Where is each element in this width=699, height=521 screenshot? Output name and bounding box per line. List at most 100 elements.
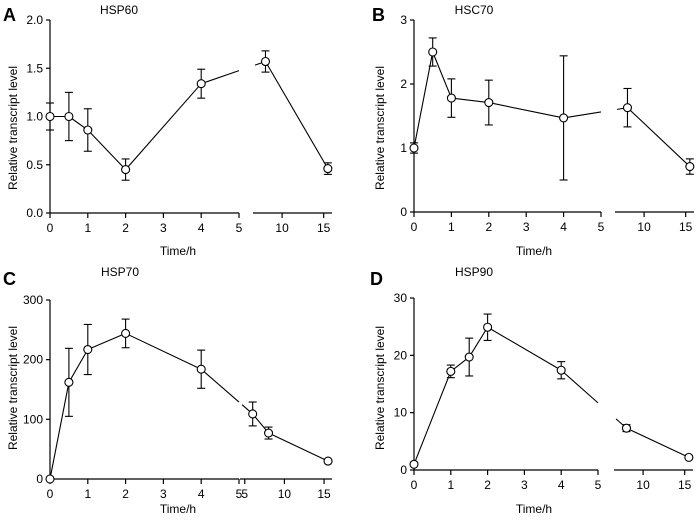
- panel-c-series-line: [268, 432, 329, 462]
- panel-c-x-tick-label: 3: [160, 487, 167, 501]
- panel-d: D HSP90 0 10 20 30 Relative transcript level 0 1…: [370, 265, 694, 516]
- panel-a-y-tick-label: 1.0: [26, 110, 43, 124]
- panel-b-data-point: [409, 143, 419, 153]
- panel-c-y-tick-label: 200: [23, 353, 43, 367]
- panel-b-x-tick-label: 15: [679, 220, 693, 234]
- panel-b-data-point: [446, 93, 456, 103]
- panel-b: B HSC70 0 1 2 3 Relative transcript level 0 1 2 3 4…: [372, 3, 695, 258]
- panel-d-data-point: [621, 423, 632, 433]
- panel-b-series-line: [627, 107, 691, 167]
- panel-d-y-label: Relative transcript level: [373, 326, 387, 450]
- panel-c-x-tick-label: 10: [278, 487, 292, 501]
- panel-b-y-tick-label: 3: [400, 13, 407, 27]
- panel-b-series-line: [563, 111, 602, 119]
- panel-b-data-point: [685, 162, 695, 172]
- panel-b-x-tick-label: 1: [448, 220, 455, 234]
- panel-b-letter: B: [372, 5, 385, 25]
- panel-a-data-point: [64, 111, 74, 122]
- panel-d-x-tick-label: 2: [484, 478, 491, 492]
- panel-b-y-tick-label: 1: [400, 141, 407, 155]
- panel-b-x-tick-label: 0: [411, 220, 418, 234]
- panel-d-data-point: [446, 366, 456, 376]
- panel-b-y-tick-label: 0: [400, 205, 407, 219]
- panel-a-x-tick-label: 15: [317, 221, 331, 235]
- panel-a-x-tick-label: 10: [275, 221, 289, 235]
- panel-c-y-tick-label: 0: [36, 472, 43, 486]
- panel-c-x-tick-label: 1: [84, 487, 91, 501]
- panel-a-data-point: [196, 79, 206, 89]
- panel-d-y-tick-label: 10: [394, 406, 408, 420]
- panel-c-data-point: [64, 377, 74, 387]
- panel-d-series-line: [560, 369, 599, 404]
- panel-c-y-tick-label: 300: [23, 293, 43, 307]
- panel-b-data-point: [622, 103, 633, 113]
- panel-c-series-line: [49, 382, 70, 480]
- panel-a-x-tick-label: 0: [47, 221, 54, 235]
- panel-b-y-label: Relative transcript level: [373, 66, 387, 190]
- panel-c-data-point: [83, 344, 93, 355]
- panel-d-series-line: [487, 326, 562, 371]
- panel-b-x-tick-label: 3: [523, 220, 530, 234]
- panel-c-data-point: [323, 456, 333, 466]
- panel-d-y-tick-label: 30: [394, 291, 408, 305]
- panel-b-x-label: Time/h: [516, 244, 552, 258]
- panel-a-letter: A: [3, 5, 16, 25]
- panel-c-x-tick-label: 5: [236, 487, 243, 501]
- panel-c-title: HSP70: [101, 265, 139, 279]
- panel-d-y-tick-label: 20: [394, 348, 408, 362]
- panel-b-series-line: [488, 102, 564, 119]
- panel-b-data-point: [428, 47, 438, 57]
- panel-c-data-point: [121, 328, 131, 338]
- panel-d-x-tick-label: 1: [447, 478, 454, 492]
- panel-d-data-point: [684, 452, 694, 462]
- panel-c-data-point: [196, 364, 206, 374]
- panel-c-data-point: [248, 409, 258, 419]
- panel-b-series-line: [413, 51, 434, 149]
- panel-c-series-line: [200, 368, 240, 403]
- panel-c-series-line: [68, 349, 89, 383]
- panel-c-x-tick-label: 15: [317, 487, 331, 501]
- panel-a-y-tick-label: 2.0: [26, 13, 43, 27]
- panel-c-letter: C: [3, 269, 16, 289]
- panel-a-y-tick-label: 1.5: [26, 61, 43, 75]
- panel-a-y-tick-label: 0.0: [26, 206, 43, 220]
- panel-d-title: HSP90: [455, 265, 493, 279]
- panel-d-series-line: [468, 326, 489, 358]
- panel-a: A HSP60 0.0 0.5 1.0 1.5 2.0 Relative transcript…: [3, 3, 333, 258]
- panel-a-data-point: [260, 56, 271, 67]
- panel-c-y-label: Relative transcript level: [6, 326, 20, 450]
- panel-b-data-point: [484, 98, 494, 108]
- panel-c-x-tick-label: 0: [47, 487, 54, 501]
- panel-a-x-tick-label: 2: [122, 221, 129, 235]
- panel-d-x-tick-label: 3: [521, 478, 528, 492]
- panel-d-series-line: [626, 427, 690, 458]
- panel-a-x-tick-label: 1: [84, 221, 91, 235]
- panel-a-y-tick-label: 0.5: [26, 158, 43, 172]
- panel-b-x-tick-label: 2: [485, 220, 492, 234]
- panel-b-x-tick-label: 4: [560, 220, 567, 234]
- panel-d-x-tick-label: 4: [558, 478, 565, 492]
- panel-b-series-line: [451, 97, 489, 104]
- panel-a-x-tick-label: 3: [160, 221, 167, 235]
- panel-c-data-point: [264, 428, 274, 438]
- panel-d-x-tick-label: 10: [636, 478, 650, 492]
- panel-d-letter: D: [370, 269, 383, 289]
- panel-d-data-point: [409, 459, 419, 469]
- panel-b-title: HSC70: [455, 3, 494, 17]
- panel-b-y-tick-label: 2: [400, 77, 407, 91]
- panel-a-title: HSP60: [100, 3, 138, 17]
- panel-a-x-tick-label: 4: [198, 221, 205, 235]
- panel-c-y-tick-label: 100: [23, 412, 43, 426]
- panel-a-series-line: [264, 61, 329, 169]
- panel-a-x-tick-label: 5: [236, 221, 243, 235]
- panel-b-x-tick-label: 5: [598, 220, 605, 234]
- panel-a-y-label: Relative transcript level: [6, 66, 20, 190]
- panel-c-x-tick-label: 4: [198, 487, 205, 501]
- panel-d-x-tick-label: 5: [595, 478, 602, 492]
- panel-b-data-point: [559, 113, 569, 123]
- panel-b-x-tick-label: 10: [637, 220, 651, 234]
- panel-a-data-point: [83, 125, 93, 135]
- panel-a-data-point: [121, 165, 131, 175]
